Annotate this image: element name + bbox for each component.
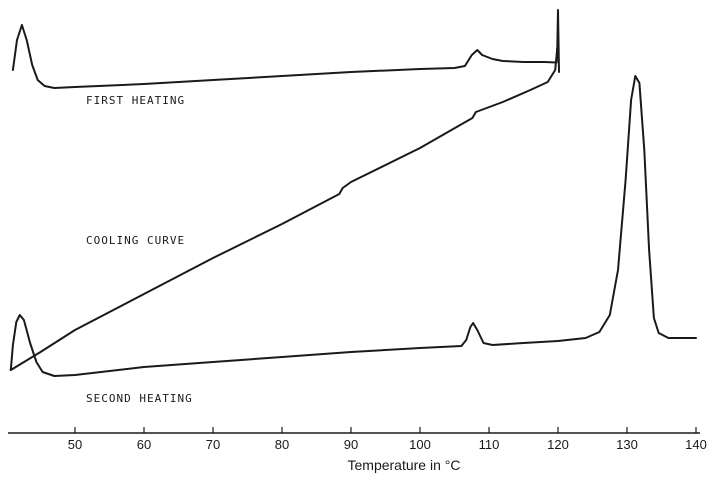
traces: [9, 9, 697, 377]
x-tick-label-80: 80: [275, 437, 289, 452]
x-tick-label-50: 50: [68, 437, 82, 452]
x-tick-label-110: 110: [479, 437, 500, 452]
series-cooling-curve: [9, 47, 559, 371]
series-second-heating: [9, 75, 697, 377]
x-tick-label-60: 60: [137, 437, 151, 452]
x-tick-label-120: 120: [547, 437, 569, 452]
label-second-heating: SECOND HEATING: [86, 392, 193, 405]
x-axis-title: Temperature in °C: [348, 457, 461, 473]
label-first-heating: FIRST HEATING: [86, 94, 185, 107]
label-cooling-curve: COOLING CURVE: [86, 234, 185, 247]
x-axis-ticks: 50 60 70 80 90 100 110 120 130 140: [68, 427, 707, 452]
x-tick-label-70: 70: [206, 437, 220, 452]
series-first-heating: [11, 9, 560, 89]
x-tick-label-100: 100: [409, 437, 431, 452]
x-tick-label-130: 130: [616, 437, 638, 452]
x-tick-label-90: 90: [344, 437, 358, 452]
x-tick-label-140: 140: [685, 437, 707, 452]
